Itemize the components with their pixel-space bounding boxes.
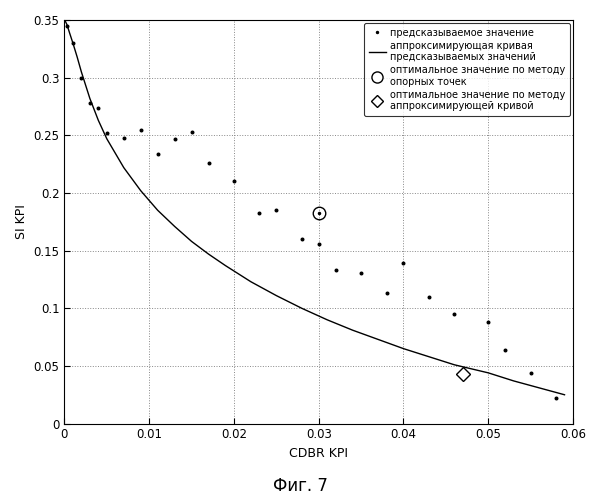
Point	[424, 292, 434, 300]
Point	[551, 394, 561, 402]
Point	[94, 104, 103, 112]
Legend: предсказываемое значение, аппроксимирующая кривая
предсказываемых значений, опти: предсказываемое значение, аппроксимирующ…	[364, 23, 570, 116]
Point	[297, 235, 307, 243]
X-axis label: CDBR KPI: CDBR KPI	[289, 447, 348, 460]
Point	[153, 150, 162, 158]
Text: Фиг. 7: Фиг. 7	[273, 477, 328, 495]
Point	[204, 159, 213, 167]
Point	[255, 208, 264, 216]
Point	[501, 346, 510, 354]
Point	[483, 318, 493, 326]
Point	[85, 99, 94, 107]
Point	[314, 240, 323, 248]
Point	[187, 128, 197, 136]
Point	[450, 310, 459, 318]
Point	[119, 134, 129, 141]
Point	[356, 268, 366, 276]
Point	[102, 129, 112, 137]
Point	[526, 369, 535, 377]
Point	[68, 39, 78, 47]
Point	[170, 135, 180, 143]
Point	[382, 290, 391, 298]
Point	[272, 206, 281, 214]
Point	[62, 22, 72, 30]
Point	[229, 178, 239, 186]
Point	[331, 266, 341, 274]
Point	[136, 126, 145, 134]
Point	[398, 260, 408, 268]
Y-axis label: SI KPI: SI KPI	[15, 204, 28, 239]
Point	[76, 74, 86, 82]
